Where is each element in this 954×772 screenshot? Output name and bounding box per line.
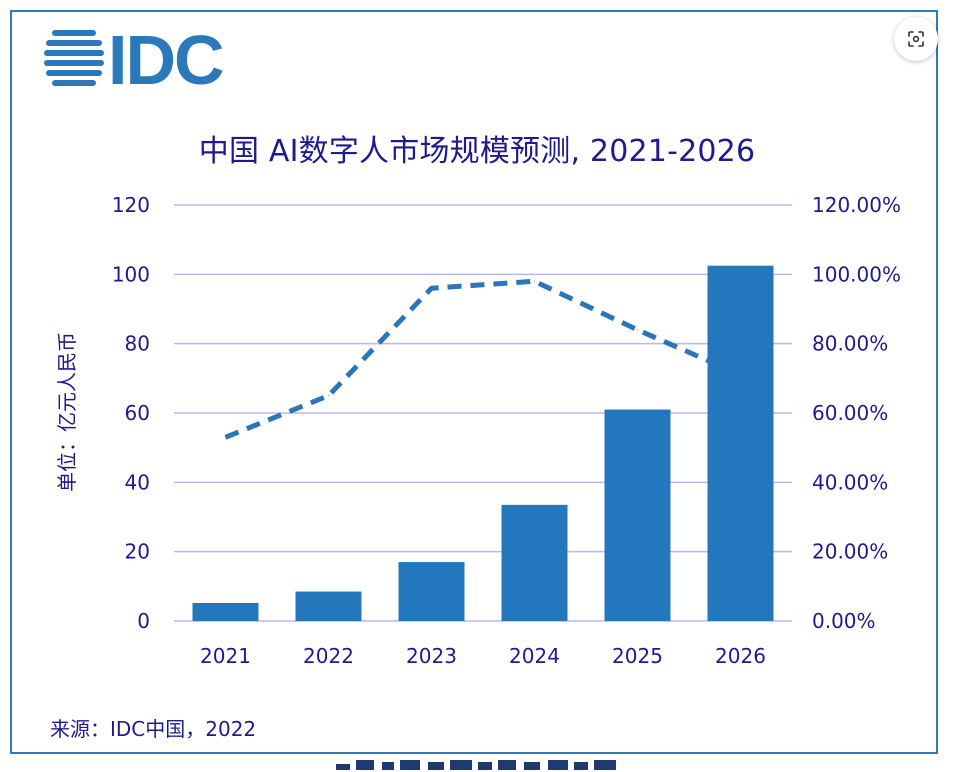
bar-2024 — [501, 504, 568, 621]
line-point-2021 — [225, 436, 226, 438]
bar-2026 — [707, 265, 774, 621]
logo-text: IDC — [108, 26, 223, 90]
x-tick-label: 2025 — [612, 644, 663, 668]
y2-tick-label: 60.00% — [812, 401, 888, 425]
clipped-text-strip — [336, 760, 616, 770]
y-tick-label: 40 — [125, 470, 150, 494]
bar-2025 — [604, 409, 671, 621]
x-tick-label: 2024 — [509, 644, 560, 668]
growth-line-series — [224, 278, 742, 440]
line-point-2025 — [637, 329, 638, 331]
bar-series — [192, 265, 774, 621]
y-tick-label: 120 — [112, 193, 150, 217]
y2-tick-label: 80.00% — [812, 332, 888, 356]
y-tick-label: 0 — [137, 609, 150, 633]
y2-tick-label: 40.00% — [812, 470, 888, 494]
chart-title: 中国 AI数字人市场规模预测, 2021-2026 — [198, 134, 756, 169]
y2-tick-label: 20.00% — [812, 540, 888, 564]
bar-2022 — [295, 591, 362, 621]
growth-line — [224, 278, 742, 440]
x-tick-label: 2021 — [200, 644, 251, 668]
screen-capture-button[interactable] — [894, 17, 938, 61]
line-point-2022 — [328, 395, 329, 397]
y-tick-label: 60 — [125, 401, 150, 425]
bar-2021 — [192, 602, 259, 621]
source-note: 来源：IDC中国，2022 — [50, 717, 257, 741]
line-point-2024 — [534, 280, 535, 282]
y2-tick-label: 100.00% — [812, 262, 901, 286]
y-axis-right-ticks: 0.00% 20.00% 40.00% 60.00% 80.00% 100.00% 120.… — [812, 193, 901, 633]
y-tick-label: 20 — [125, 540, 150, 564]
y-tick-label: 100 — [112, 262, 150, 286]
line-point-2026 — [740, 374, 741, 376]
x-tick-label: 2022 — [303, 644, 354, 668]
x-tick-label: 2026 — [715, 644, 766, 668]
screen-capture-icon — [908, 31, 924, 47]
line-point-2023 — [431, 287, 432, 289]
y2-tick-label: 0.00% — [812, 609, 876, 633]
y-axis-label: 单位：亿元人民币 — [55, 332, 79, 492]
x-axis-ticks: 2021 2022 2023 2024 2025 2026 — [200, 644, 766, 668]
gridlines — [174, 204, 792, 622]
y2-tick-label: 120.00% — [812, 193, 901, 217]
logo-globe-icon — [44, 30, 104, 86]
idc-logo: IDC — [42, 21, 242, 99]
chart-frame — [10, 10, 938, 754]
y-axis-left-ticks: 0 20 40 60 80 100 120 — [112, 193, 150, 633]
bar-2023 — [398, 562, 465, 621]
x-tick-label: 2023 — [406, 644, 457, 668]
y-tick-label: 80 — [125, 332, 150, 356]
